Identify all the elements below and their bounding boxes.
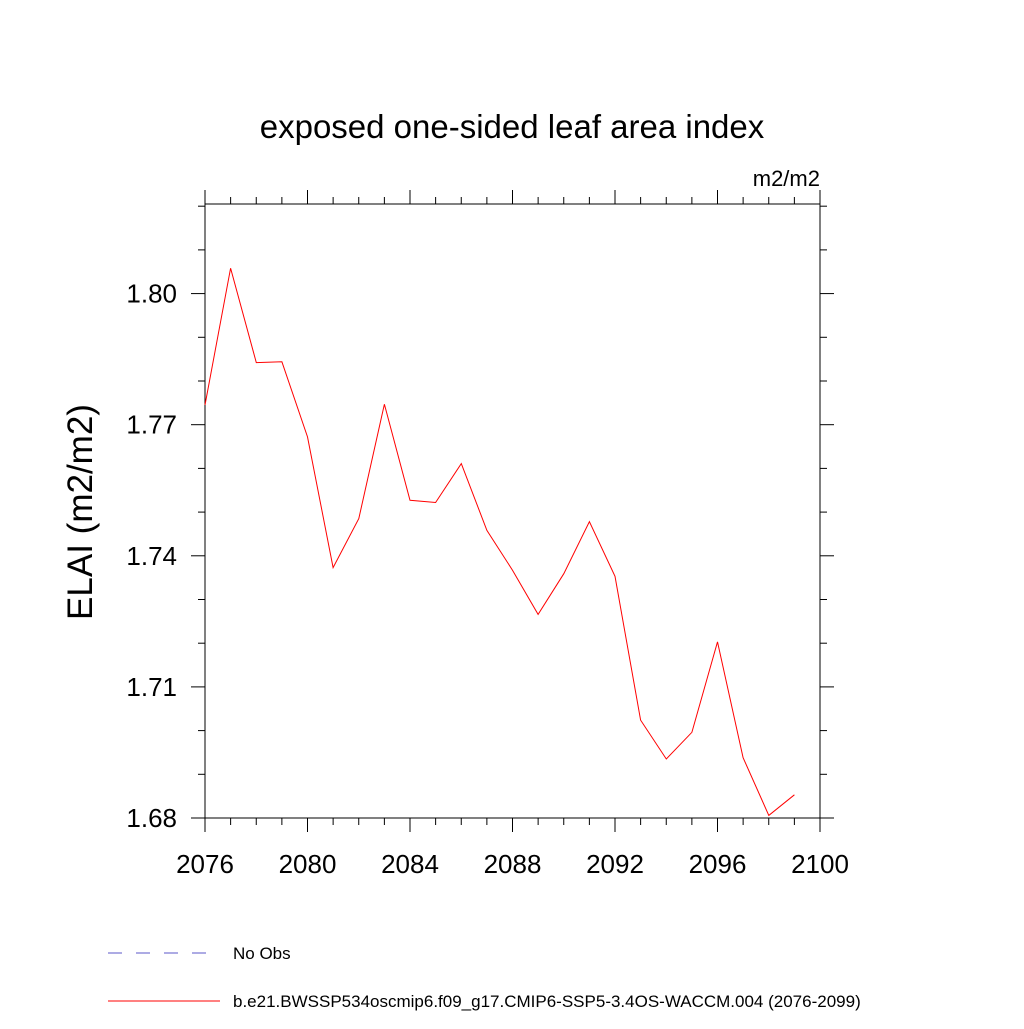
x-tick-label: 2088 bbox=[484, 849, 542, 879]
y-tick-label: 1.71 bbox=[126, 672, 177, 702]
series-layer bbox=[204, 268, 795, 817]
y-tick-label: 1.68 bbox=[126, 803, 177, 833]
legend: No Obs b.e21.BWSSP534oscmip6.f09_g17.CMIP… bbox=[108, 944, 861, 1011]
x-tick-label: 2080 bbox=[279, 849, 337, 879]
y-axis-label: ELAI (m2/m2) bbox=[61, 404, 100, 620]
legend-label: No Obs bbox=[233, 944, 291, 963]
y-tick-label: 1.77 bbox=[126, 410, 177, 440]
x-tick-label: 2092 bbox=[586, 849, 644, 879]
plot-frame bbox=[204, 203, 821, 819]
y-tick-label: 1.74 bbox=[126, 541, 177, 571]
x-tick-label: 2076 bbox=[176, 849, 234, 879]
x-tick-label: 2096 bbox=[689, 849, 747, 879]
chart-title: exposed one-sided leaf area index bbox=[260, 108, 765, 145]
legend-label: b.e21.BWSSP534oscmip6.f09_g17.CMIP6-SSP5… bbox=[233, 992, 861, 1011]
x-tick-label: 2084 bbox=[381, 849, 439, 879]
axis-ticks: 2076 2080 2084 2088 2092 2096 2100 1.68 1.71 1.74… bbox=[126, 190, 849, 879]
y-tick-label: 1.80 bbox=[126, 279, 177, 309]
units-label: m2/m2 bbox=[753, 166, 820, 191]
x-tick-label: 2100 bbox=[791, 849, 849, 879]
series-line bbox=[204, 268, 795, 817]
